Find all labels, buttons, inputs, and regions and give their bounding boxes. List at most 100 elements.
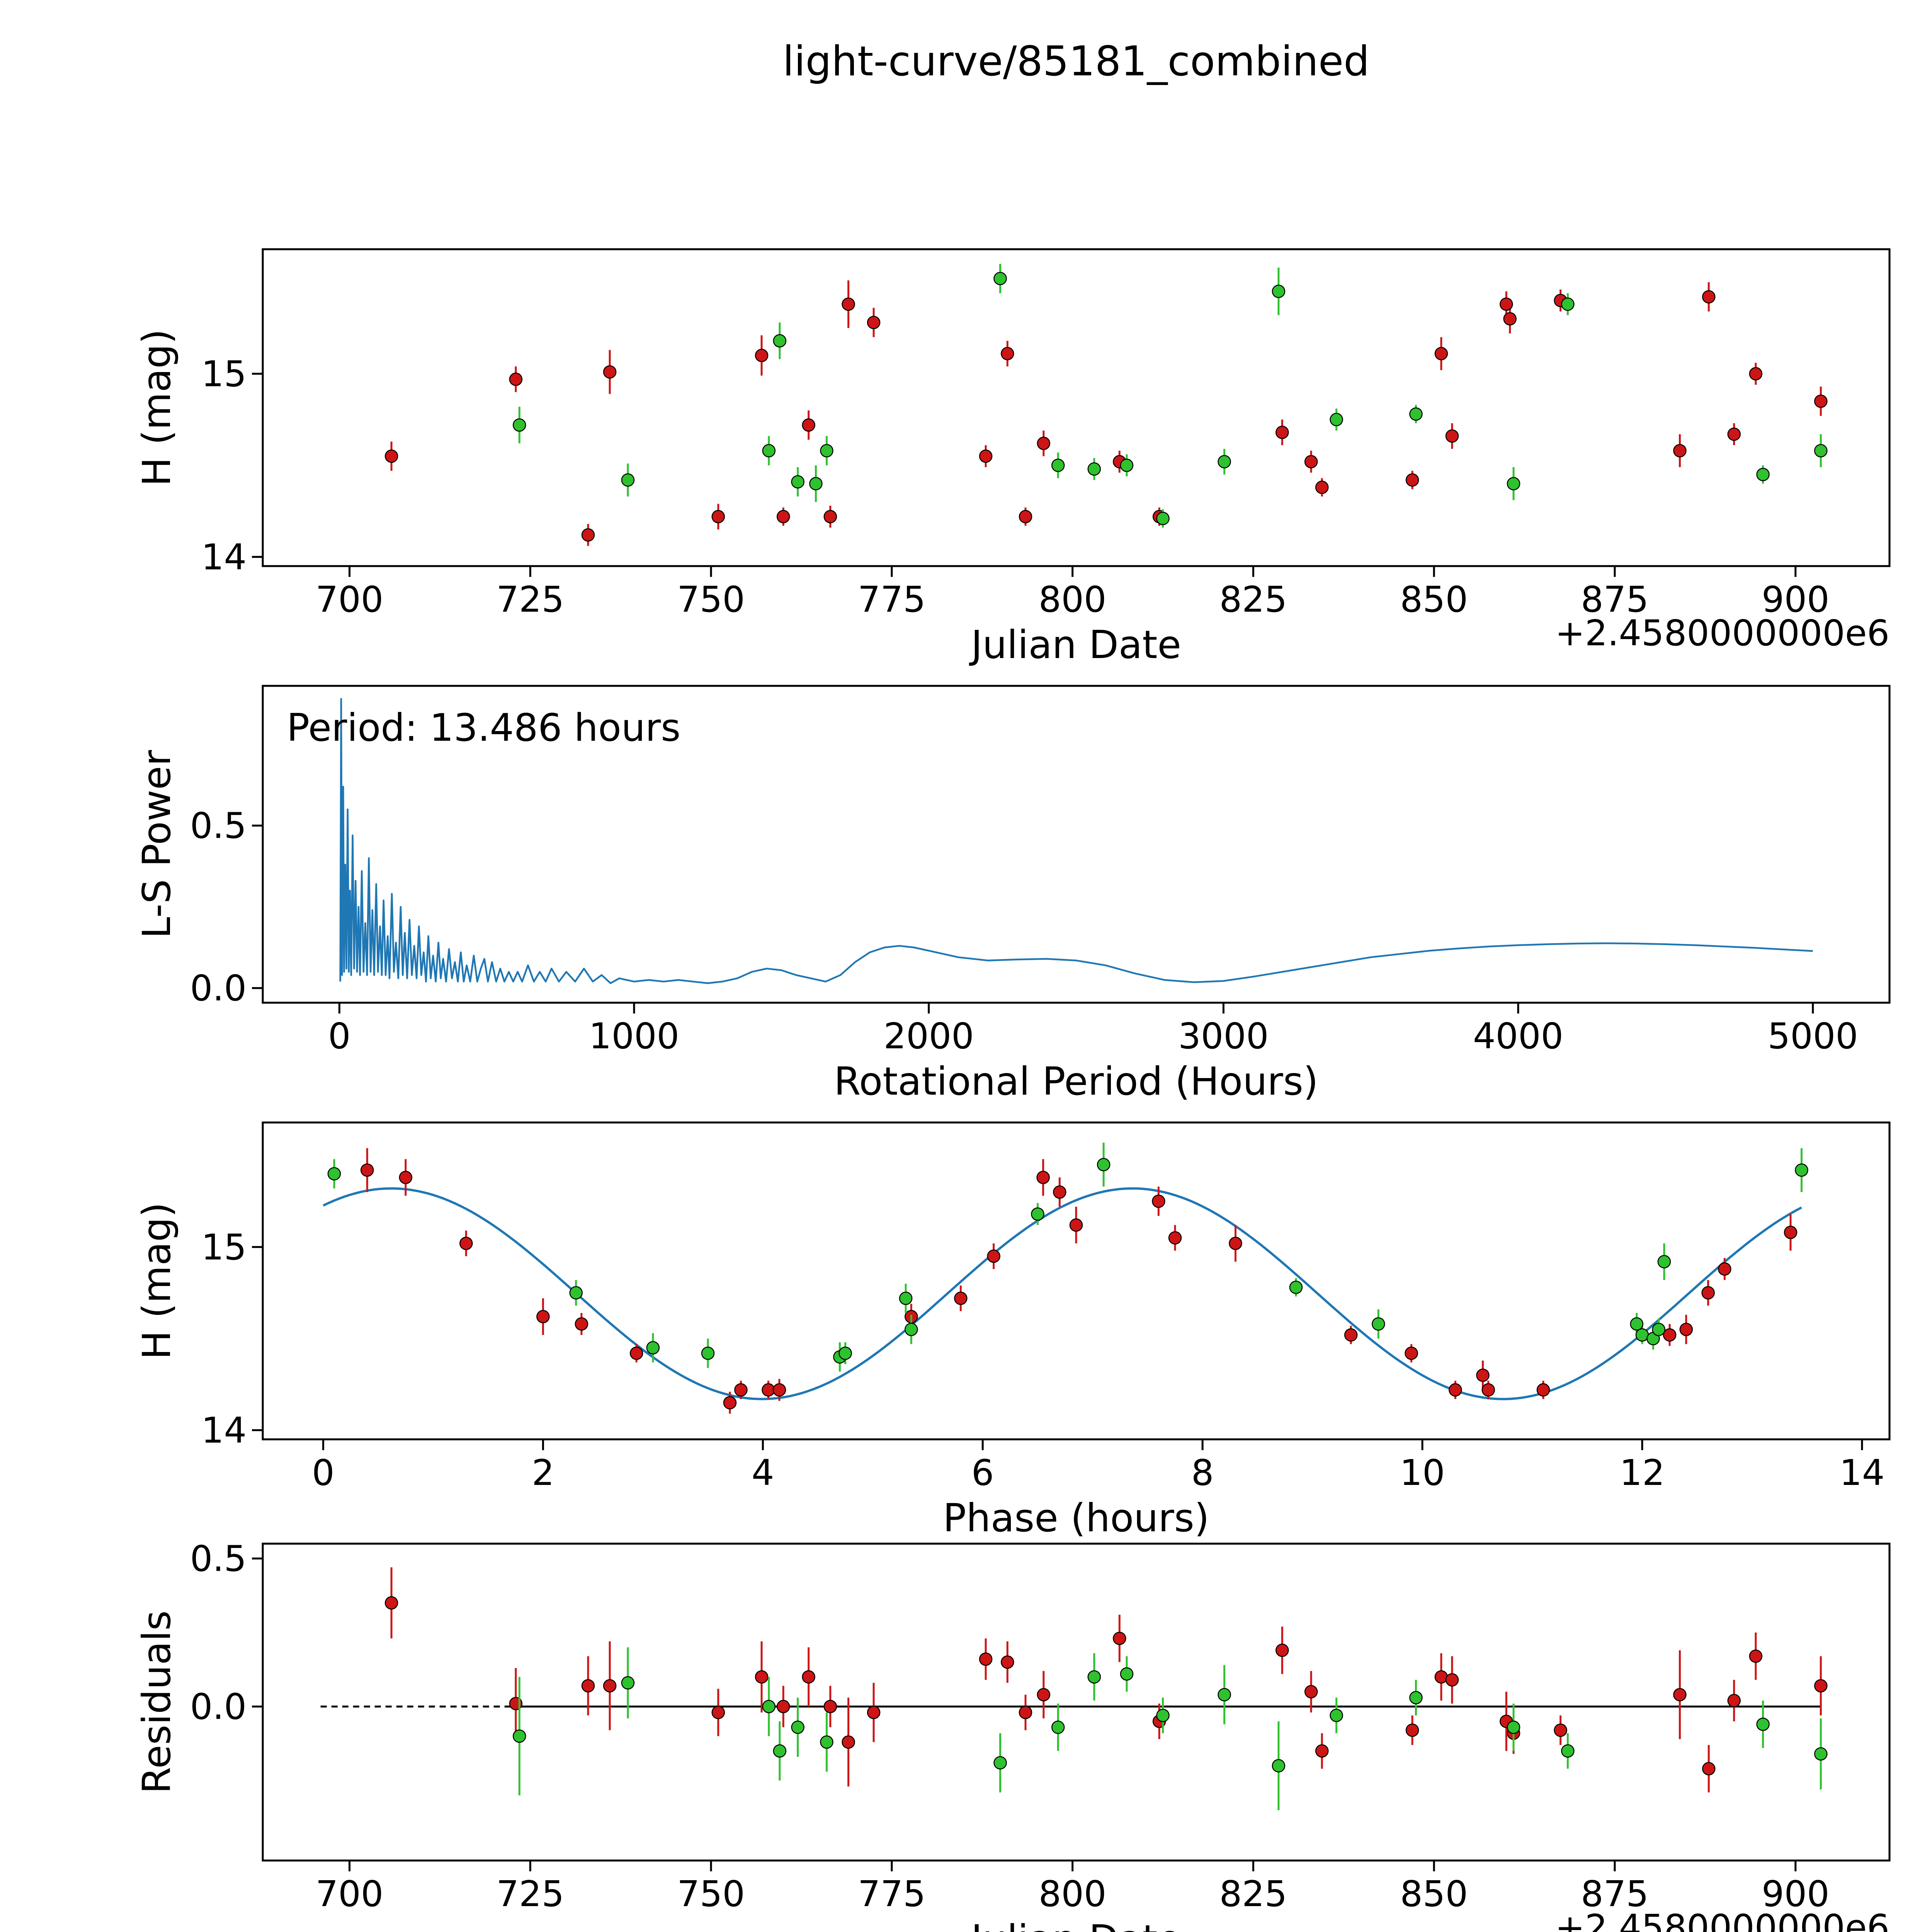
data-point-green bbox=[838, 1346, 852, 1360]
data-point-red bbox=[1405, 473, 1419, 487]
data-point-red bbox=[1702, 1762, 1716, 1776]
data-point-red bbox=[1727, 1694, 1741, 1708]
data-point-red bbox=[1315, 1744, 1329, 1758]
x-tick-label: 5000 bbox=[1768, 1015, 1858, 1057]
x-tick-label: 700 bbox=[316, 1873, 384, 1915]
data-point-red bbox=[1445, 429, 1459, 443]
data-point-green bbox=[1372, 1317, 1385, 1331]
data-point-green bbox=[1814, 1747, 1828, 1761]
data-point-red bbox=[1814, 395, 1828, 408]
y-tick-label: 0.0 bbox=[190, 1686, 247, 1727]
x-tick-label: 900 bbox=[1762, 1873, 1830, 1915]
y-tick-label: 0.5 bbox=[190, 805, 247, 847]
data-point-red bbox=[1701, 1286, 1715, 1300]
panel-phase: 0 2 4 6 8 10 12 14 14 15 Phase (hours) H (mag) bbox=[134, 1121, 1891, 1541]
data-point-red bbox=[399, 1170, 413, 1184]
x-tick-label: 900 bbox=[1762, 579, 1830, 620]
y-tick-label: 0.0 bbox=[190, 968, 247, 1009]
data-point-red bbox=[1304, 1685, 1318, 1699]
y-tick-label: 15 bbox=[201, 1226, 247, 1268]
data-point-red bbox=[1679, 1323, 1693, 1336]
data-point-red bbox=[772, 1383, 786, 1397]
data-point-green bbox=[1156, 512, 1170, 526]
data-point-green bbox=[1409, 407, 1423, 421]
series-red bbox=[384, 1567, 1828, 1793]
data-point-green bbox=[646, 1341, 660, 1355]
data-point-green bbox=[820, 1735, 833, 1749]
data-point-red bbox=[1037, 1688, 1051, 1702]
data-point-red bbox=[603, 1679, 617, 1693]
data-point-green bbox=[1272, 284, 1286, 298]
data-point-red bbox=[867, 1706, 881, 1719]
x-axis-label: Julian Date bbox=[969, 1917, 1181, 1932]
data-point-green bbox=[905, 1323, 918, 1336]
data-point-red bbox=[1168, 1231, 1182, 1245]
axis-offset-label: +2.4580000000e6 bbox=[1555, 1907, 1889, 1932]
data-point-red bbox=[711, 510, 725, 524]
y-axis-label: H (mag) bbox=[134, 1202, 179, 1359]
data-point-green bbox=[701, 1346, 715, 1360]
data-point-green bbox=[1814, 444, 1828, 457]
x-tick-label: 1000 bbox=[589, 1015, 679, 1057]
x-tick-label: 3000 bbox=[1178, 1015, 1269, 1057]
data-point-red bbox=[1727, 427, 1741, 441]
x-tick-label: 0 bbox=[328, 1015, 351, 1057]
data-point-green bbox=[993, 1756, 1007, 1770]
series-red bbox=[360, 1148, 1798, 1414]
data-point-red bbox=[1276, 425, 1289, 439]
data-point-red bbox=[1036, 1170, 1050, 1184]
x-tick-label: 725 bbox=[497, 579, 565, 620]
x-tick-label: 775 bbox=[858, 1873, 926, 1915]
panel-periodogram: 0 1000 2000 3000 4000 5000 0.0 0.5 Rotational Pe… bbox=[134, 685, 1891, 1104]
x-tick-label: 825 bbox=[1219, 1873, 1287, 1915]
figure-title: light-curve/85181_combined bbox=[783, 37, 1370, 85]
data-point-red bbox=[1503, 312, 1517, 326]
data-point-green bbox=[791, 475, 804, 489]
y-axis-label: Residuals bbox=[134, 1611, 179, 1794]
data-point-green bbox=[1051, 1720, 1065, 1734]
data-point-green bbox=[512, 1729, 526, 1743]
x-tick-label: 850 bbox=[1400, 1873, 1468, 1915]
x-tick-label: 800 bbox=[1039, 1873, 1107, 1915]
data-point-green bbox=[1630, 1317, 1643, 1331]
axis-offset-label: +2.4580000000e6 bbox=[1555, 612, 1889, 654]
data-point-green bbox=[1657, 1255, 1671, 1269]
x-axis-label: Julian Date bbox=[969, 622, 1181, 667]
data-point-green bbox=[1218, 455, 1231, 469]
data-point-green bbox=[1652, 1323, 1665, 1336]
data-point-red bbox=[1445, 1673, 1459, 1687]
x-tick-label: 850 bbox=[1400, 579, 1468, 620]
axes-box bbox=[262, 248, 1891, 567]
x-tick-label: 4 bbox=[752, 1452, 774, 1493]
data-point-green bbox=[621, 1676, 635, 1690]
x-tick-label: 875 bbox=[1581, 1873, 1649, 1915]
data-point-red bbox=[1673, 444, 1687, 457]
data-point-green bbox=[1087, 462, 1101, 476]
data-point-green bbox=[1330, 1709, 1343, 1722]
data-point-red bbox=[536, 1310, 550, 1323]
data-point-red bbox=[776, 1700, 790, 1713]
data-point-red bbox=[802, 418, 815, 432]
x-tick-label: 825 bbox=[1219, 579, 1287, 620]
data-point-red bbox=[459, 1236, 473, 1250]
data-point-red bbox=[711, 1706, 725, 1719]
y-axis-label: L-S Power bbox=[134, 750, 179, 939]
x-tick-label: 725 bbox=[497, 1873, 565, 1915]
data-point-green bbox=[993, 272, 1007, 286]
data-point-red bbox=[954, 1291, 968, 1305]
data-point-red bbox=[842, 1735, 855, 1749]
axes-box bbox=[262, 685, 1891, 1004]
data-point-green bbox=[1756, 1718, 1770, 1731]
data-point-red bbox=[1673, 1688, 1687, 1702]
data-point-green bbox=[1051, 459, 1065, 472]
data-point-red bbox=[1405, 1346, 1418, 1360]
axes-box bbox=[262, 1121, 1891, 1440]
data-point-red bbox=[1554, 1723, 1567, 1737]
x-tick-label: 775 bbox=[858, 579, 926, 620]
data-point-green bbox=[569, 1286, 583, 1300]
data-point-red bbox=[1405, 1723, 1419, 1737]
data-point-red bbox=[755, 349, 769, 362]
data-point-red bbox=[1113, 1631, 1126, 1645]
data-point-green bbox=[820, 444, 833, 457]
